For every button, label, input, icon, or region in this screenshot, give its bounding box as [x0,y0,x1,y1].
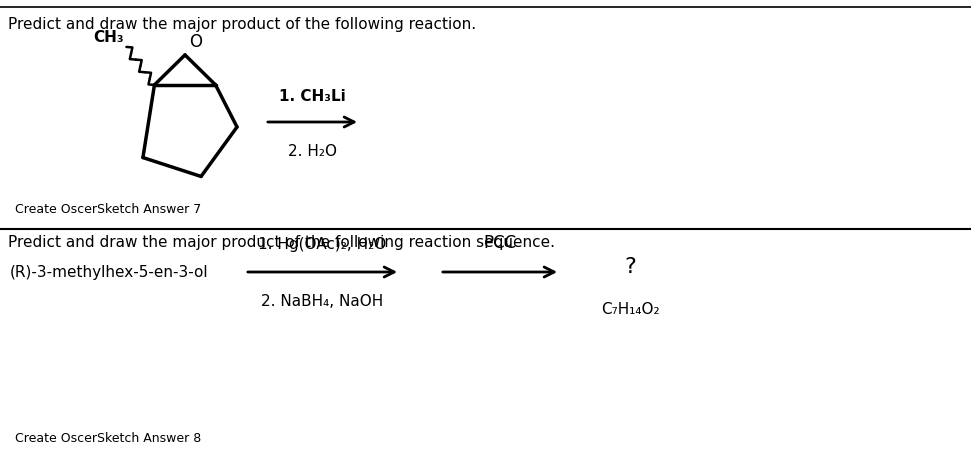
Text: C₇H₁₄O₂: C₇H₁₄O₂ [601,302,659,317]
Text: 2. H₂O: 2. H₂O [288,144,337,159]
Text: 1. Hg(OAc)₂, H₂O: 1. Hg(OAc)₂, H₂O [258,237,386,252]
Text: 2. NaBH₄, NaOH: 2. NaBH₄, NaOH [261,294,384,309]
Text: (R)-3-methylhex-5-en-3-ol: (R)-3-methylhex-5-en-3-ol [10,265,209,280]
Text: Predict and draw the major product of the following reaction.: Predict and draw the major product of th… [8,17,476,32]
Text: ?: ? [624,257,636,277]
Text: Predict and draw the major product of the following reaction sequence.: Predict and draw the major product of th… [8,235,555,250]
Text: Create OscerSketch Answer 7: Create OscerSketch Answer 7 [15,203,201,216]
Text: Create OscerSketch Answer 8: Create OscerSketch Answer 8 [15,432,201,445]
Text: 1. CH₃Li: 1. CH₃Li [279,89,346,104]
Text: O: O [189,33,202,51]
Text: PCC: PCC [484,234,517,252]
Text: CH₃: CH₃ [93,30,123,45]
